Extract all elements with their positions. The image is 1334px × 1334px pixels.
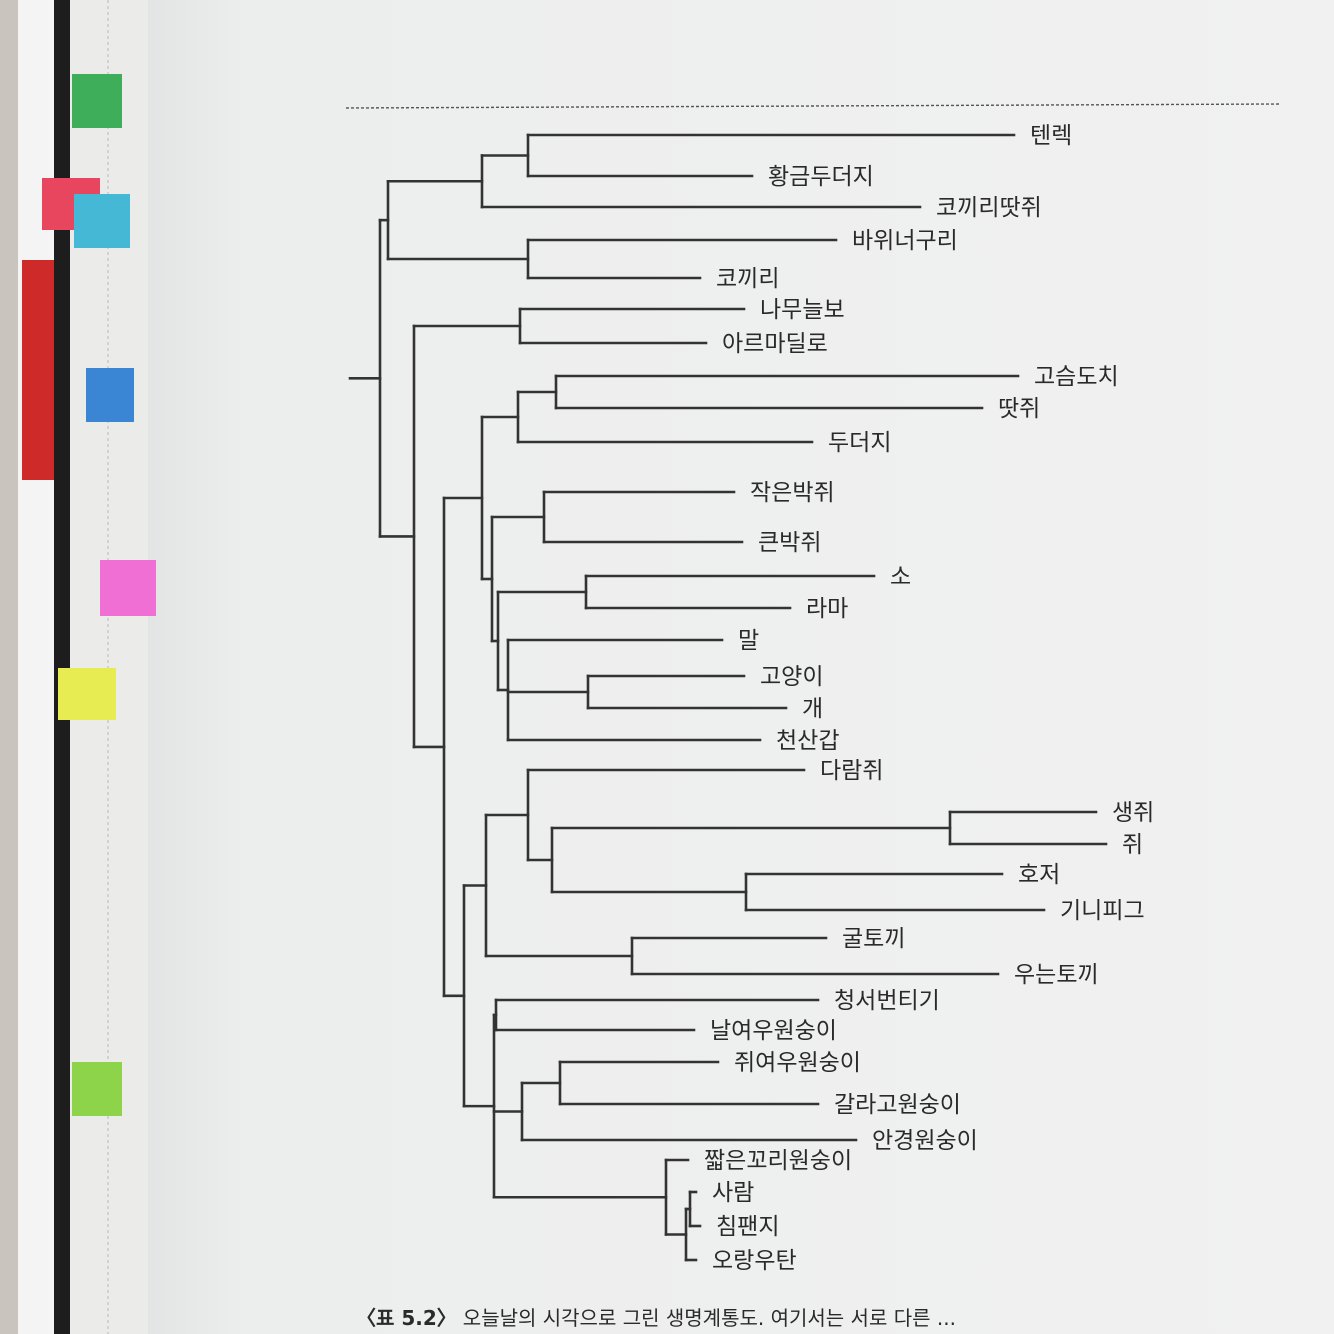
caption-label: 〈표 5.2〉: [356, 1306, 457, 1330]
leaf-label: 바위너구리: [852, 228, 958, 254]
leaf-label: 날여우원숭이: [710, 1018, 837, 1044]
sticky-tab-pink: [100, 560, 156, 616]
sticky-tabs: [42, 74, 156, 1116]
caption-text: 오늘날의 시각으로 그린 생명계통도. 여기서는 서로 다른 ...: [463, 1306, 956, 1330]
leaf-label: 기니피그: [1060, 898, 1145, 924]
leaf-label: 라마: [806, 596, 848, 622]
leaf-label: 안경원숭이: [872, 1128, 978, 1154]
leaf-label: 아르마딜로: [722, 331, 828, 357]
leaf-label: 땃쥐: [998, 396, 1040, 422]
phylogenetic-tree-branches: [348, 133, 1108, 1262]
leaf-label: 천산갑: [776, 728, 839, 754]
leaf-label: 짧은꼬리원숭이: [704, 1148, 852, 1174]
leaf-label: 텐렉: [1030, 123, 1072, 149]
book-spine-band: [54, 0, 70, 1334]
leaf-label: 사람: [712, 1180, 754, 1206]
leaf-label: 코끼리: [716, 266, 779, 292]
leaf-label: 개: [802, 696, 823, 722]
leaf-label: 호저: [1018, 862, 1060, 888]
leaf-label: 쥐: [1122, 832, 1143, 858]
leaf-label: 굴토끼: [842, 926, 905, 952]
figure-caption: 〈표 5.2〉 오늘날의 시각으로 그린 생명계통도. 여기서는 서로 다른 ..…: [356, 1306, 956, 1330]
leaf-label: 코끼리땃쥐: [936, 195, 1042, 221]
phylogenetic-tree-labels: 텐렉황금두더지코끼리땃쥐바위너구리코끼리나무늘보아르마딜로고슴도치땃쥐두더지작은…: [704, 123, 1154, 1274]
leaf-label: 고양이: [760, 664, 823, 690]
leaf-label: 소: [890, 564, 911, 590]
sticky-tab-cyan: [74, 194, 130, 248]
leaf-label: 갈라고원숭이: [834, 1092, 961, 1118]
leaf-label: 고슴도치: [1034, 364, 1119, 390]
leaf-label: 나무늘보: [760, 297, 845, 323]
leaf-label: 침팬지: [716, 1214, 779, 1240]
sticky-tab-yellow: [58, 668, 116, 720]
red-marker-strip: [22, 260, 56, 480]
leaf-label: 우는토끼: [1014, 962, 1099, 988]
leaf-label: 다람쥐: [820, 758, 883, 784]
leaf-label: 큰박쥐: [758, 530, 821, 556]
leaf-label: 생쥐: [1112, 800, 1154, 826]
page: [148, 0, 1334, 1334]
leaf-label: 오랑우탄: [712, 1248, 797, 1274]
leaf-label: 청서번티기: [834, 988, 940, 1014]
leaf-label: 작은박쥐: [750, 480, 835, 506]
sticky-tab-lime: [72, 1062, 122, 1116]
leaf-label: 황금두더지: [768, 164, 874, 190]
dashed-separator: [345, 103, 1281, 109]
leaf-label: 말: [738, 628, 759, 654]
leaf-label: 두더지: [828, 430, 891, 456]
sticky-tab-blue: [86, 368, 134, 422]
sticky-tab-green: [72, 74, 122, 128]
leaf-label: 쥐여우원숭이: [734, 1050, 861, 1076]
